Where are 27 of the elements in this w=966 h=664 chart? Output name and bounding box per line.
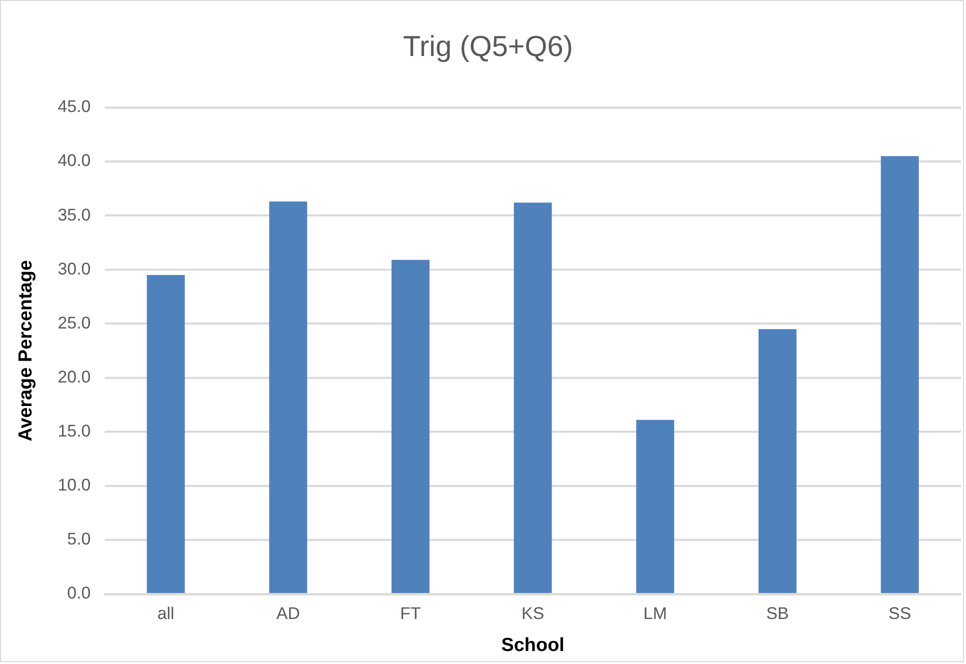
bar bbox=[392, 260, 430, 594]
y-tick-label: 40.0 bbox=[58, 151, 91, 170]
bar bbox=[514, 202, 552, 594]
y-tick-label: 20.0 bbox=[58, 367, 91, 386]
y-tick-label: 45.0 bbox=[58, 97, 91, 116]
bar bbox=[758, 329, 796, 594]
y-tick-label: 5.0 bbox=[67, 530, 91, 549]
x-axis-title: School bbox=[501, 634, 564, 656]
bar bbox=[636, 420, 674, 594]
y-tick-label: 15.0 bbox=[58, 422, 91, 440]
x-tick-label: KS bbox=[522, 604, 544, 623]
bar bbox=[146, 275, 185, 594]
y-tick-label: 25.0 bbox=[58, 313, 91, 332]
x-tick-label: all bbox=[157, 604, 174, 623]
x-tick-label: FT bbox=[400, 604, 421, 623]
chart-title: Trig (Q5+Q6) bbox=[402, 31, 574, 64]
x-tick-label: AD bbox=[276, 604, 300, 623]
x-tick-label: LM bbox=[643, 604, 667, 623]
bar bbox=[269, 202, 308, 594]
x-tick-label: SB bbox=[766, 604, 789, 623]
y-axis-title: Average Percentage bbox=[16, 260, 37, 442]
y-tick-label: 35.0 bbox=[58, 205, 91, 224]
y-tick-label: 0.0 bbox=[67, 584, 91, 603]
bar bbox=[880, 156, 919, 594]
y-tick-label: 30.0 bbox=[58, 259, 91, 278]
y-tick-label: 10.0 bbox=[58, 476, 91, 495]
x-tick-label: SS bbox=[888, 604, 912, 623]
